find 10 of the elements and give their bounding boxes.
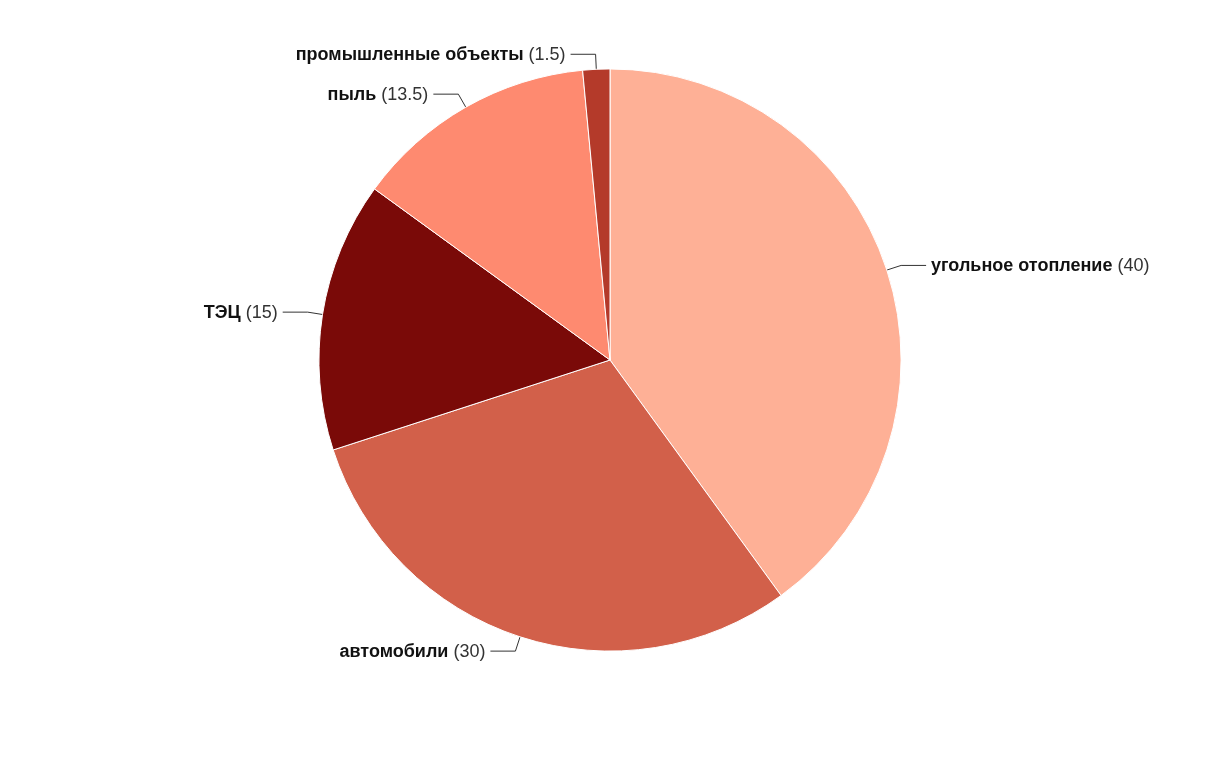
slice-label: ТЭЦ [203,302,242,323]
data-label: (40) [1117,255,1150,276]
slice-label: угольное отопление [931,255,1113,276]
slice-label: промышленные объекты [295,44,524,65]
data-label: (15) [245,302,278,323]
data-label: (1.5) [528,44,566,65]
data-label: (30) [453,641,486,662]
slice-label: автомобили [339,641,449,662]
data-label: (13.5) [381,84,429,105]
slice-label: пыль [327,84,377,105]
